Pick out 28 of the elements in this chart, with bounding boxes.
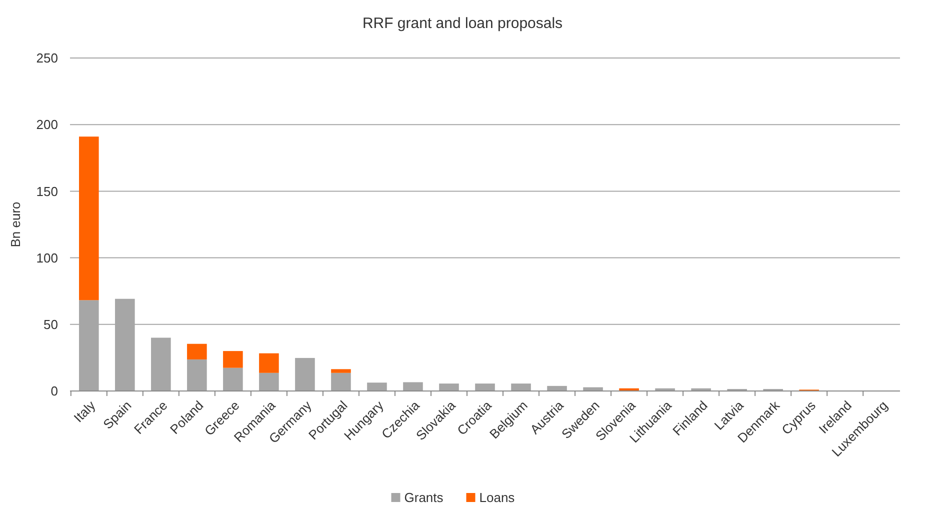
bar [367,382,387,391]
y-tick-label: 250 [36,50,58,66]
chart-title: RRF grant and loan proposals [362,15,563,32]
bar [223,351,243,368]
bar [403,382,423,391]
bar [151,338,171,391]
bar [187,359,207,391]
bar [187,344,207,360]
bar [439,384,459,391]
legend-label: Loans [479,490,516,505]
y-tick-label: 100 [36,250,58,266]
y-axis-title: Bn euro [8,202,23,248]
bar [223,368,243,391]
bar [295,358,315,391]
bar [259,353,279,373]
bar [79,136,99,300]
y-tick-label: 150 [36,184,58,199]
bar [511,384,531,391]
y-tick-label: 200 [36,117,58,132]
x-tick-label: Italy [70,397,99,426]
y-tick-label: 50 [44,316,58,332]
bar [259,372,279,391]
bar [547,386,567,391]
legend-label: Grants [404,490,444,505]
y-tick-label: 0 [50,384,58,399]
bar [331,372,351,391]
bar [331,369,351,373]
bar [475,384,495,391]
